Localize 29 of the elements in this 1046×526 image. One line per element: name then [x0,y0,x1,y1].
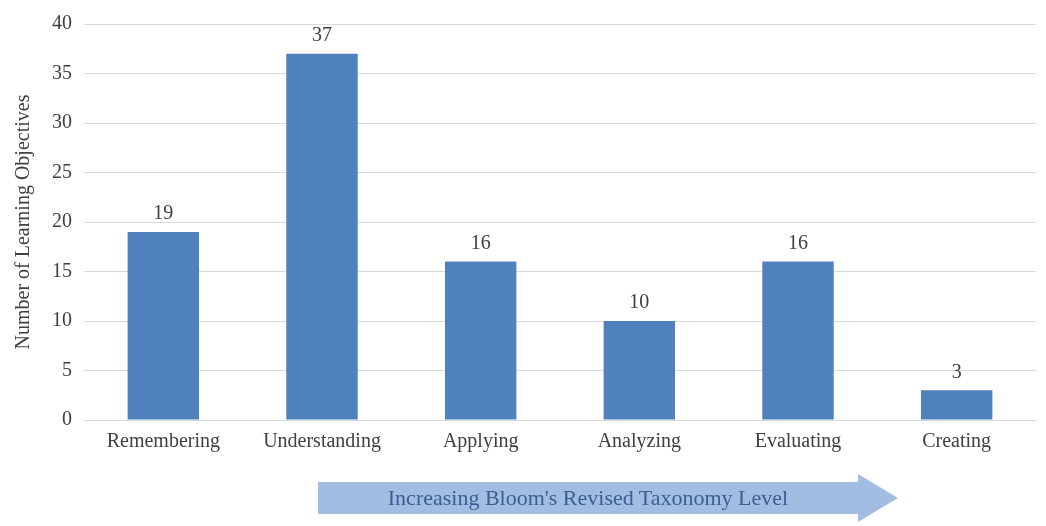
x-tick-label: Analyzing [597,429,681,453]
y-tick-label: 10 [52,308,72,331]
x-tick-label: Remembering [106,429,220,453]
x-tick-label: Applying [442,429,519,453]
y-axis-title: Number of Learning Objectives [11,94,35,350]
y-tick-label: 15 [52,258,72,281]
bar [920,390,993,420]
bar [286,53,358,420]
y-tick-label: 0 [62,407,72,430]
y-tick-label: 20 [52,209,72,232]
bar [762,261,834,420]
data-label: 10 [629,290,650,313]
data-label: 16 [470,230,491,253]
data-label: 37 [312,22,332,45]
y-tick-label: 40 [52,11,72,34]
x-tick-label: Evaluating [754,429,842,453]
y-tick-label: 25 [52,159,72,182]
y-tick-label: 30 [52,110,72,133]
bar [127,231,200,420]
data-label: 19 [153,201,174,224]
y-tick-label: 35 [52,60,72,83]
data-label: 16 [788,230,808,253]
y-tick-label: 5 [62,357,72,380]
data-label: 3 [951,359,962,382]
bar [444,261,517,420]
x-tick-label: Creating [922,429,992,453]
x-tick-label: Understanding [263,429,381,453]
bar [603,321,676,420]
x-axis-title: Increasing Bloom's Revised Taxonomy Level [386,485,790,511]
